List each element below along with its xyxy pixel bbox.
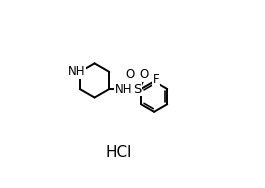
Text: NH: NH xyxy=(68,65,85,78)
Text: O: O xyxy=(139,68,148,81)
Text: F: F xyxy=(152,73,159,86)
Text: O: O xyxy=(125,68,135,81)
Text: HCl: HCl xyxy=(105,145,132,160)
Text: S: S xyxy=(133,83,141,96)
Text: NH: NH xyxy=(115,83,132,96)
